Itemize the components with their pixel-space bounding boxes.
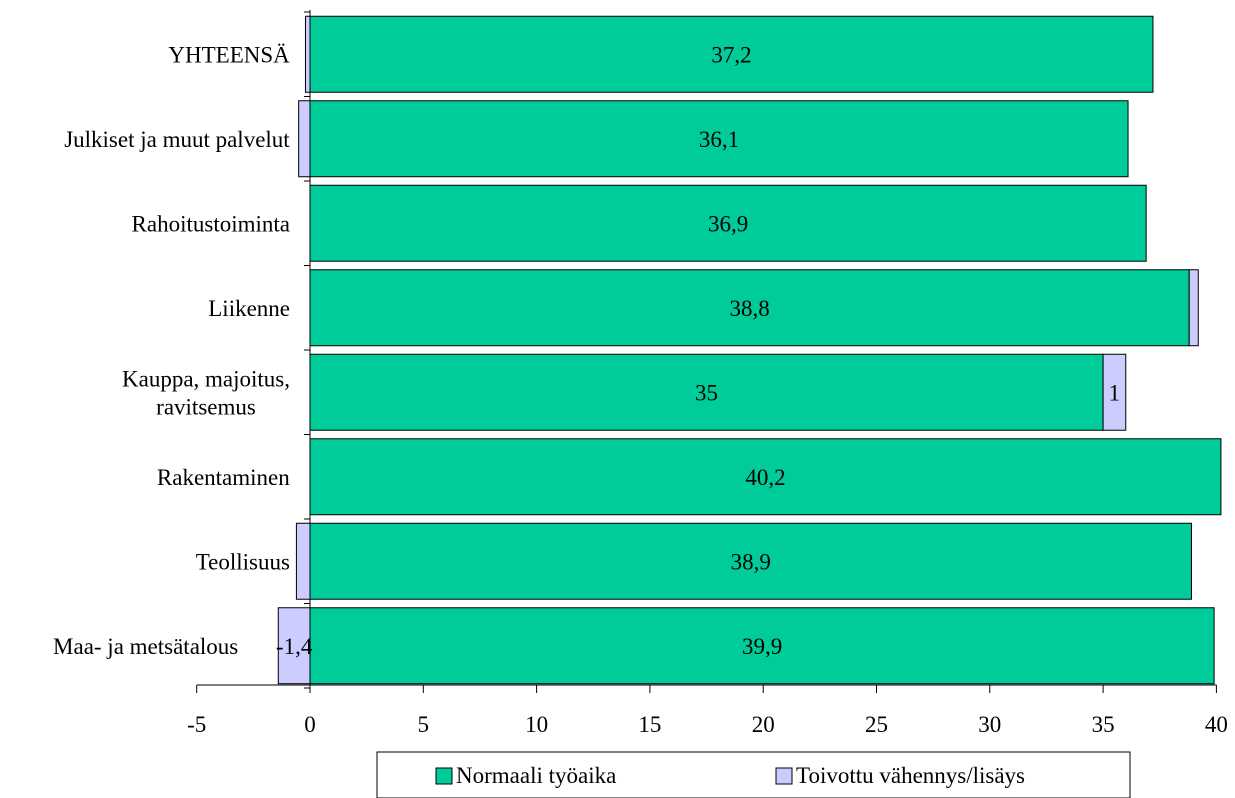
bar-toivottu-1 (298, 100, 311, 178)
data-label-normaali-0: 37,2 (711, 42, 751, 67)
data-label-normaali-1: 36,1 (699, 127, 739, 152)
bar-toivottu-6 (295, 522, 311, 600)
bar-toivottu-4 (1102, 353, 1127, 431)
category-label-6: Teollisuus (196, 549, 290, 574)
data-label-normaali-4: 35 (695, 380, 718, 405)
x-tick-label: 5 (418, 712, 430, 737)
bar-normaali-6 (309, 522, 1192, 600)
x-tick-label: 0 (304, 712, 316, 737)
legend-swatch-normaali-tyoaika (435, 767, 453, 785)
legend-label-normaali-tyoaika: Normaali työaika (456, 763, 616, 788)
x-tick-label: 25 (865, 712, 888, 737)
bar-toivottu-3 (1188, 269, 1199, 347)
bar-toivottu-0 (304, 15, 311, 93)
data-label-normaali-5: 40,2 (745, 465, 785, 490)
category-label-7: Maa- ja metsätalous (53, 634, 238, 659)
x-tick-label: 35 (1092, 712, 1115, 737)
bar-normaali-0 (309, 15, 1154, 93)
x-tick-label: 15 (638, 712, 661, 737)
x-tick-label: 20 (752, 712, 775, 737)
data-label-toivottu-7: -1,4 (276, 634, 313, 659)
x-tick-label: 30 (978, 712, 1001, 737)
bar-toivottu-7 (277, 607, 311, 685)
bar-normaali-3 (309, 269, 1190, 347)
category-labels-group: YHTEENSÄ Julkiset ja muut palvelut Rahoitu… (53, 42, 290, 659)
data-label-normaali-2: 36,9 (708, 211, 748, 236)
data-labels-group: 37,2 36,1 36,9 38,8 35 1 40,2 38,9 39,9 -1,4 (276, 42, 1120, 659)
bar-normaali-5 (309, 438, 1222, 516)
data-label-toivottu-4: 1 (1109, 380, 1121, 405)
bar-normaali-4 (309, 353, 1104, 431)
legend-box (376, 751, 1131, 798)
category-label-5: Rakentaminen (157, 465, 290, 490)
category-label-3: Liikenne (208, 296, 290, 321)
bars-group (277, 15, 1222, 685)
bar-normaali-2 (309, 184, 1147, 262)
bar-normaali-7 (309, 607, 1215, 685)
category-label-0: YHTEENSÄ (168, 42, 290, 67)
bar-normaali-1 (309, 100, 1129, 178)
legend: Normaali työaika Toivottu vähennys/lisäy… (376, 751, 1131, 798)
data-label-normaali-3: 38,8 (729, 296, 769, 321)
x-axis: -5 0 5 10 15 20 25 30 35 40 (187, 10, 1228, 737)
x-tick-label: 10 (525, 712, 548, 737)
legend-label-toivottu-muutos: Toivottu vähennys/lisäys (796, 763, 1025, 788)
x-tick-label: -5 (187, 712, 206, 737)
category-label-4: Kauppa, majoitus, ravitsemus (122, 366, 290, 419)
legend-swatch-toivottu-muutos (775, 767, 793, 785)
data-label-normaali-7: 39,9 (742, 634, 782, 659)
data-label-normaali-6: 38,9 (731, 549, 771, 574)
category-label-2: Rahoitustoiminta (132, 211, 290, 236)
x-tick-label: 40 (1205, 712, 1228, 737)
category-label-1: Julkiset ja muut palvelut (64, 127, 290, 152)
